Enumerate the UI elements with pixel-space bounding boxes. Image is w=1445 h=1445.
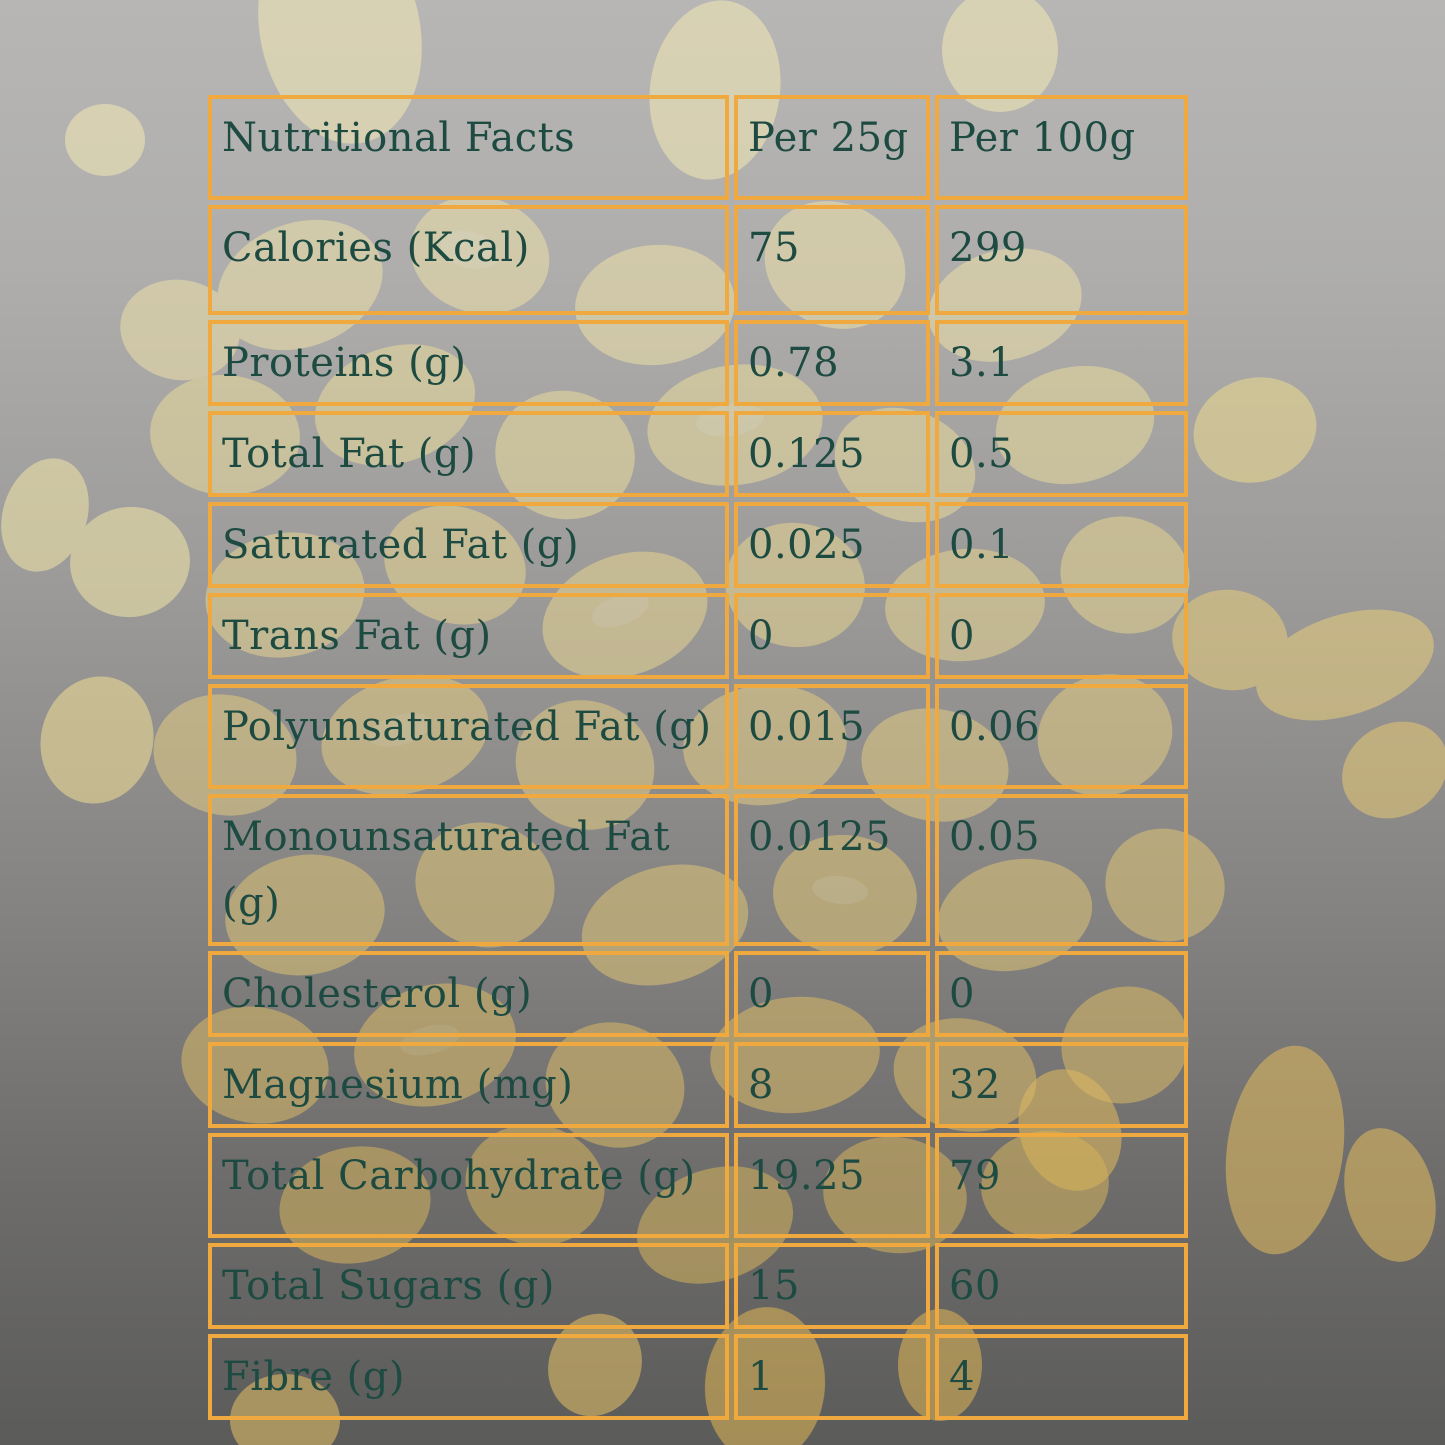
value-per-25g: 19.25 — [734, 1133, 930, 1238]
value-per-25g: 0.025 — [734, 502, 930, 588]
table-row: Fibre (g) 1 4 — [208, 1334, 1188, 1420]
value-per-100g: 0.06 — [935, 684, 1188, 789]
value-per-100g: 0.5 — [935, 411, 1188, 497]
row-label: Calories (Kcal) — [208, 205, 729, 315]
row-label: Monounsaturated Fat (g) — [208, 794, 729, 946]
row-label: Total Carbohydrate (g) — [208, 1133, 729, 1238]
nutrition-facts-table: Nutritional Facts Per 25g Per 100g Calor… — [203, 90, 1193, 1425]
header-per-25g: Per 25g — [734, 95, 930, 200]
row-label: Fibre (g) — [208, 1334, 729, 1420]
table-row: Total Fat (g) 0.125 0.5 — [208, 411, 1188, 497]
row-label: Polyunsaturated Fat (g) — [208, 684, 729, 789]
table-row: Proteins (g) 0.78 3.1 — [208, 320, 1188, 406]
value-per-100g: 3.1 — [935, 320, 1188, 406]
value-per-100g: 32 — [935, 1042, 1188, 1128]
value-per-100g: 4 — [935, 1334, 1188, 1420]
value-per-25g: 0.78 — [734, 320, 930, 406]
value-per-25g: 75 — [734, 205, 930, 315]
value-per-100g: 0 — [935, 951, 1188, 1037]
table-header-row: Nutritional Facts Per 25g Per 100g — [208, 95, 1188, 200]
table-row: Trans Fat (g) 0 0 — [208, 593, 1188, 679]
table-row: Magnesium (mg) 8 32 — [208, 1042, 1188, 1128]
row-label: Cholesterol (g) — [208, 951, 729, 1037]
table-row: Monounsaturated Fat (g) 0.0125 0.05 — [208, 794, 1188, 946]
table-row: Polyunsaturated Fat (g) 0.015 0.06 — [208, 684, 1188, 789]
value-per-25g: 0.0125 — [734, 794, 930, 946]
value-per-25g: 1 — [734, 1334, 930, 1420]
value-per-100g: 79 — [935, 1133, 1188, 1238]
value-per-100g: 0.1 — [935, 502, 1188, 588]
value-per-25g: 15 — [734, 1243, 930, 1329]
row-label: Total Sugars (g) — [208, 1243, 729, 1329]
table-row: Saturated Fat (g) 0.025 0.1 — [208, 502, 1188, 588]
value-per-100g: 0.05 — [935, 794, 1188, 946]
value-per-25g: 0.015 — [734, 684, 930, 789]
table-row: Calories (Kcal) 75 299 — [208, 205, 1188, 315]
row-label: Magnesium (mg) — [208, 1042, 729, 1128]
row-label: Total Fat (g) — [208, 411, 729, 497]
row-label: Proteins (g) — [208, 320, 729, 406]
value-per-25g: 0.125 — [734, 411, 930, 497]
table-row: Total Sugars (g) 15 60 — [208, 1243, 1188, 1329]
value-per-25g: 0 — [734, 593, 930, 679]
value-per-100g: 299 — [935, 205, 1188, 315]
header-per-100g: Per 100g — [935, 95, 1188, 200]
value-per-100g: 60 — [935, 1243, 1188, 1329]
row-label: Trans Fat (g) — [208, 593, 729, 679]
row-label: Saturated Fat (g) — [208, 502, 729, 588]
header-nutritional-facts: Nutritional Facts — [208, 95, 729, 200]
value-per-25g: 8 — [734, 1042, 930, 1128]
value-per-25g: 0 — [734, 951, 930, 1037]
value-per-100g: 0 — [935, 593, 1188, 679]
table-row: Cholesterol (g) 0 0 — [208, 951, 1188, 1037]
table-row: Total Carbohydrate (g) 19.25 79 — [208, 1133, 1188, 1238]
